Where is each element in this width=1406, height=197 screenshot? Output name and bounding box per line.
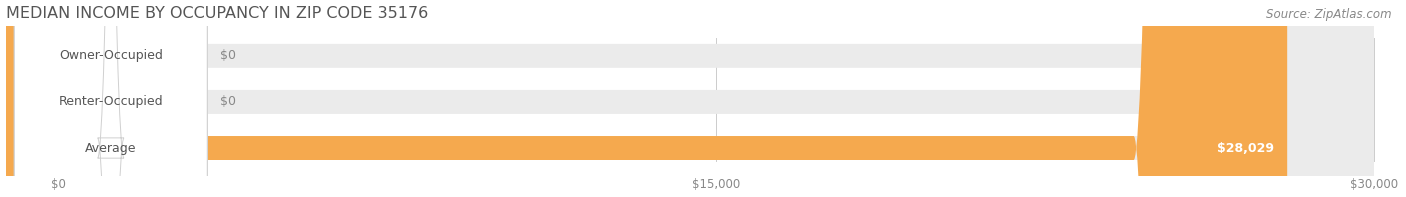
Text: MEDIAN INCOME BY OCCUPANCY IN ZIP CODE 35176: MEDIAN INCOME BY OCCUPANCY IN ZIP CODE 3… <box>6 6 427 20</box>
Text: $0: $0 <box>221 49 236 62</box>
FancyBboxPatch shape <box>0 0 159 197</box>
Text: Owner-Occupied: Owner-Occupied <box>59 49 163 62</box>
Text: Average: Average <box>84 141 136 154</box>
FancyBboxPatch shape <box>6 0 1374 197</box>
Text: Source: ZipAtlas.com: Source: ZipAtlas.com <box>1267 8 1392 21</box>
FancyBboxPatch shape <box>14 0 207 197</box>
FancyBboxPatch shape <box>6 0 1286 197</box>
FancyBboxPatch shape <box>6 0 1374 197</box>
FancyBboxPatch shape <box>6 0 1374 197</box>
Text: $28,029: $28,029 <box>1218 141 1274 154</box>
Text: $0: $0 <box>221 95 236 108</box>
FancyBboxPatch shape <box>14 0 207 197</box>
Text: Renter-Occupied: Renter-Occupied <box>59 95 163 108</box>
FancyBboxPatch shape <box>0 0 159 197</box>
FancyBboxPatch shape <box>14 0 207 197</box>
